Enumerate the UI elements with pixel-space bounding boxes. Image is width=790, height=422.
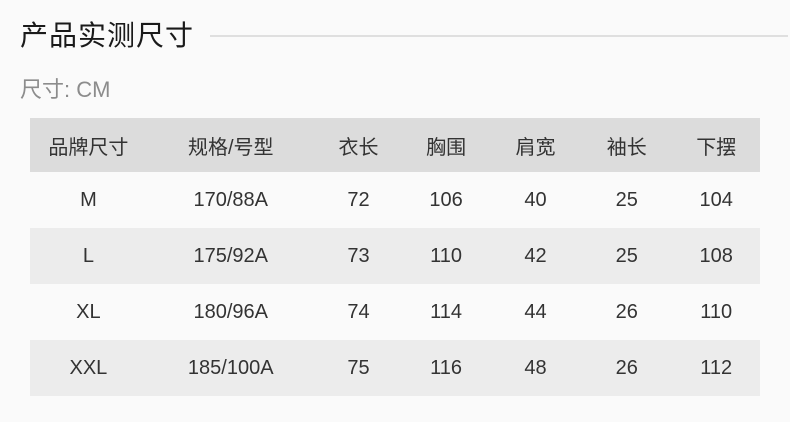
table-cell: 75 [347, 356, 370, 379]
table-cell: 108 [699, 244, 733, 267]
table-row: XXL 185/100A 75 116 48 26 112 [30, 340, 760, 396]
size-unit-label: 尺寸: CM [20, 77, 111, 102]
table-cell: 110 [700, 300, 733, 323]
table-cell: 180/96A [193, 300, 268, 323]
table-header-row: 品牌尺寸 规格/号型 衣长 胸围 肩宽 袖长 下摆 [30, 118, 760, 172]
header-cell: 品牌尺寸 [30, 118, 147, 172]
table-cell: L [82, 244, 94, 267]
header-cell: 袖长 [581, 118, 673, 172]
table-cell: 106 [429, 188, 463, 211]
table-cell: 48 [524, 356, 547, 379]
header-cell: 肩宽 [489, 118, 582, 172]
table-cell: 104 [699, 188, 733, 211]
table-row: M 170/88A 72 106 40 25 104 [30, 172, 760, 228]
table-cell: 114 [430, 300, 463, 323]
table-cell: 42 [524, 244, 547, 267]
header-cell: 下摆 [672, 118, 760, 172]
table-cell: 170/88A [193, 188, 268, 211]
title-divider-line [210, 34, 788, 37]
table-cell: XL [76, 300, 101, 323]
table-cell: 112 [700, 356, 733, 379]
size-table: 品牌尺寸 规格/号型 衣长 胸围 肩宽 袖长 下摆 M 170/88A 72 106 40 25 104… [30, 118, 760, 396]
table-cell: 72 [347, 188, 370, 211]
size-table-head: 品牌尺寸 规格/号型 衣长 胸围 肩宽 袖长 下摆 [30, 118, 760, 172]
table-cell: 110 [430, 244, 463, 267]
header-cell: 胸围 [402, 118, 490, 172]
table-row: L 175/92A 73 110 42 25 108 [30, 228, 760, 284]
table-cell: 25 [615, 244, 638, 267]
table-cell: 116 [430, 356, 463, 379]
page-title: 产品实测尺寸 [20, 20, 195, 51]
header-cell: 规格/号型 [146, 118, 315, 172]
table-cell: XXL [69, 356, 108, 379]
section-header: 产品实测尺寸 [0, 0, 790, 55]
table-cell: 185/100A [187, 356, 274, 379]
table-cell: 40 [524, 188, 547, 211]
header-cell: 衣长 [314, 118, 403, 172]
table-cell: 25 [615, 188, 638, 211]
table-cell: 74 [347, 300, 370, 323]
table-cell: M [80, 188, 97, 211]
size-table-body: M 170/88A 72 106 40 25 104 L 175/92A 73 110 42 25 108… [30, 172, 760, 396]
table-cell: 26 [615, 300, 638, 323]
table-cell: 26 [615, 356, 638, 379]
table-row: XL 180/96A 74 114 44 26 110 [30, 284, 760, 340]
table-cell: 175/92A [193, 244, 268, 267]
table-cell: 73 [347, 244, 370, 267]
table-cell: 44 [524, 300, 547, 323]
